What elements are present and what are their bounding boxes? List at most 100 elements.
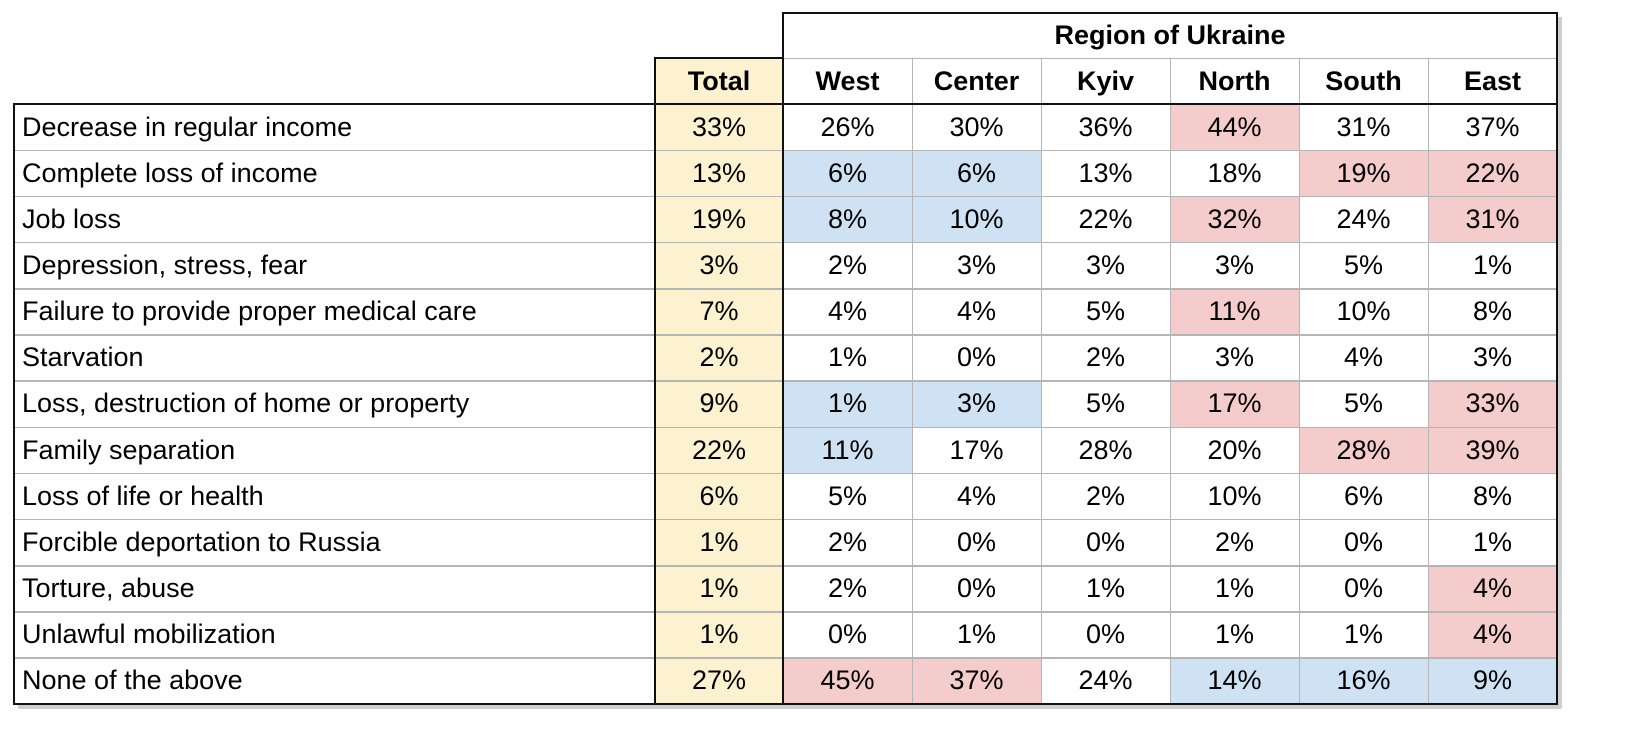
row-divider bbox=[14, 241, 1557, 244]
data-cell: 8% bbox=[1472, 296, 1513, 327]
data-cell: 17% bbox=[949, 434, 1004, 465]
row-label: Loss, destruction of home or property bbox=[22, 388, 470, 419]
data-cell: 1% bbox=[1472, 526, 1513, 557]
table-shadow bbox=[1557, 17, 1562, 708]
data-cell: 0% bbox=[1343, 573, 1384, 604]
row-label: Job loss bbox=[22, 203, 122, 234]
data-cell: 0% bbox=[1343, 526, 1384, 557]
data-cell: 5% bbox=[1085, 388, 1126, 419]
data-cell: 1% bbox=[1214, 619, 1255, 650]
table-border bbox=[13, 103, 1558, 105]
column-header-north: North bbox=[1198, 65, 1271, 96]
data-cell: 2% bbox=[827, 573, 868, 604]
table-border bbox=[782, 12, 1558, 14]
total-cell: 1% bbox=[655, 611, 783, 658]
data-cell: 1% bbox=[1214, 573, 1255, 604]
data-cell: 13% bbox=[1078, 157, 1133, 188]
data-cell: 36% bbox=[1078, 111, 1133, 142]
column-header-west: West bbox=[815, 65, 880, 96]
row-label: Loss of life or health bbox=[22, 480, 264, 511]
data-cell: 4% bbox=[956, 296, 997, 327]
row-label: None of the above bbox=[22, 665, 243, 696]
table-border bbox=[1556, 12, 1558, 704]
row-label: Complete loss of income bbox=[22, 157, 318, 188]
table-shadow bbox=[18, 703, 1561, 709]
data-cell: 1% bbox=[1472, 250, 1513, 280]
data-cell: 44% bbox=[1170, 104, 1299, 151]
data-cell: 3% bbox=[912, 380, 1041, 428]
data-cell: 30% bbox=[949, 111, 1004, 142]
total-cell: 33% bbox=[655, 104, 783, 151]
data-cell: 28% bbox=[1299, 427, 1428, 474]
row-divider bbox=[14, 288, 1557, 290]
total-cell: 27% bbox=[655, 657, 783, 704]
data-cell: 1% bbox=[827, 342, 868, 373]
data-cell: 28% bbox=[1078, 434, 1133, 465]
total-cell: 7% bbox=[655, 288, 783, 335]
row-label: Forcible deportation to Russia bbox=[22, 526, 381, 557]
data-cell: 5% bbox=[1085, 296, 1126, 327]
row-divider bbox=[14, 565, 1557, 567]
data-cell: 5% bbox=[1343, 250, 1384, 280]
data-cell: 37% bbox=[912, 657, 1041, 704]
row-divider bbox=[14, 426, 1557, 429]
data-cell: 2% bbox=[1085, 342, 1126, 373]
row-divider bbox=[14, 380, 1557, 382]
total-cell: 1% bbox=[655, 565, 783, 612]
data-cell: 37% bbox=[1465, 111, 1520, 142]
data-cell: 6% bbox=[783, 150, 912, 197]
data-cell: 0% bbox=[956, 573, 997, 604]
table-border bbox=[13, 103, 15, 704]
row-divider bbox=[14, 657, 1557, 659]
column-divider bbox=[911, 58, 913, 704]
row-label: Depression, stress, fear bbox=[22, 250, 308, 280]
data-cell: 17% bbox=[1170, 380, 1299, 428]
data-cell: 8% bbox=[783, 196, 912, 243]
row-divider bbox=[14, 334, 1557, 336]
data-cell: 4% bbox=[1343, 342, 1384, 373]
row-divider bbox=[14, 149, 1557, 152]
data-cell: 0% bbox=[827, 619, 868, 650]
data-cell: 16% bbox=[1299, 657, 1428, 704]
table-border bbox=[654, 57, 783, 59]
data-cell: 0% bbox=[956, 526, 997, 557]
column-divider bbox=[1040, 58, 1042, 704]
data-cell: 3% bbox=[956, 250, 997, 280]
column-header-south: South bbox=[1325, 65, 1402, 96]
data-cell: 18% bbox=[1207, 157, 1262, 188]
column-header-center: Center bbox=[933, 65, 1020, 96]
data-cell: 19% bbox=[1299, 150, 1428, 197]
data-cell: 6% bbox=[1343, 480, 1384, 511]
data-cell: 24% bbox=[1078, 665, 1133, 696]
data-cell: 2% bbox=[1085, 480, 1126, 511]
data-cell: 11% bbox=[783, 427, 912, 474]
data-cell: 10% bbox=[1207, 480, 1262, 511]
data-cell: 5% bbox=[827, 480, 868, 511]
row-divider bbox=[14, 518, 1557, 521]
region-group-header: Region of Ukraine bbox=[1054, 20, 1286, 50]
data-cell: 2% bbox=[827, 250, 868, 280]
total-cell: 2% bbox=[655, 334, 783, 381]
data-cell: 3% bbox=[1214, 342, 1255, 373]
data-cell: 4% bbox=[1428, 611, 1557, 658]
data-cell: 22% bbox=[1078, 203, 1133, 234]
data-cell: 1% bbox=[1343, 619, 1384, 650]
data-cell: 26% bbox=[820, 111, 875, 142]
data-cell: 1% bbox=[1085, 573, 1126, 604]
data-cell: 4% bbox=[1428, 565, 1557, 612]
data-cell: 10% bbox=[912, 196, 1041, 243]
total-cell: 19% bbox=[655, 196, 783, 243]
data-cell: 1% bbox=[783, 380, 912, 428]
column-divider bbox=[1427, 58, 1429, 704]
column-header-east: East bbox=[1463, 65, 1522, 96]
table-border bbox=[13, 702, 1558, 705]
row-label: Family separation bbox=[22, 434, 236, 465]
total-cell: 22% bbox=[655, 427, 783, 474]
total-header: Total bbox=[655, 58, 783, 104]
data-cell: 20% bbox=[1207, 434, 1262, 465]
row-label: Unlawful mobilization bbox=[22, 619, 276, 650]
row-label: Decrease in regular income bbox=[22, 111, 353, 142]
data-cell: 3% bbox=[1085, 250, 1126, 280]
row-label: Starvation bbox=[22, 342, 144, 373]
column-divider bbox=[1169, 58, 1171, 704]
